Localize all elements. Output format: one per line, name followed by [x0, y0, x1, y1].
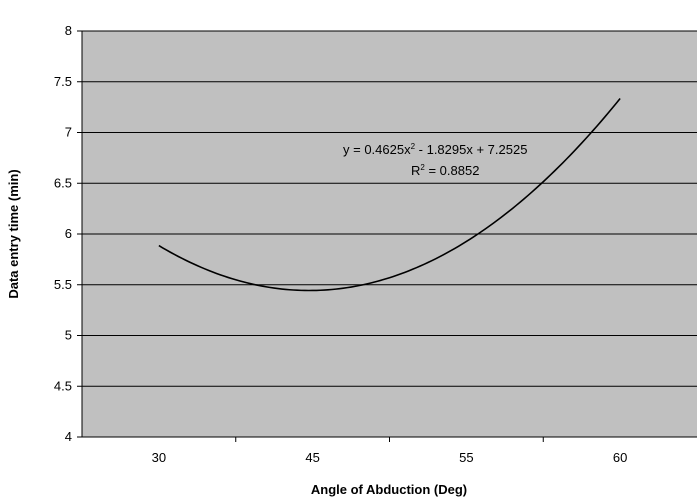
y-axis: 4 4.5 5 5.5 6 6.5 7 7.5 8	[54, 23, 83, 444]
grid-lines	[82, 30, 697, 387]
x-axis-title: Angle of Abduction (Deg)	[311, 482, 467, 497]
y-tick-label: 8	[65, 23, 72, 38]
trendline-curve	[158, 98, 621, 292]
trendline-equation: y = 0.4625x2 - 1.8295x + 7.2525	[343, 142, 527, 157]
y-tick-label: 4.5	[54, 378, 72, 393]
x-tick-label: 55	[459, 450, 473, 465]
y-tick-label: 5	[65, 328, 72, 343]
y-tick-label: 7	[65, 125, 72, 140]
y-tick-label: 6	[65, 226, 72, 241]
x-tick-label: 45	[305, 450, 319, 465]
y-tick-label: 4	[65, 429, 72, 444]
x-axis: 30 45 55 60	[82, 436, 697, 465]
y-axis-title: Data entry time (min)	[6, 169, 21, 298]
y-tick-label: 7.5	[54, 74, 72, 89]
x-tick-label: 60	[613, 450, 627, 465]
x-tick-label: 30	[152, 450, 166, 465]
y-tick-label: 5.5	[54, 277, 72, 292]
y-tick-label: 6.5	[54, 175, 72, 190]
trendline-r-squared: R2 = 0.8852	[411, 163, 479, 178]
